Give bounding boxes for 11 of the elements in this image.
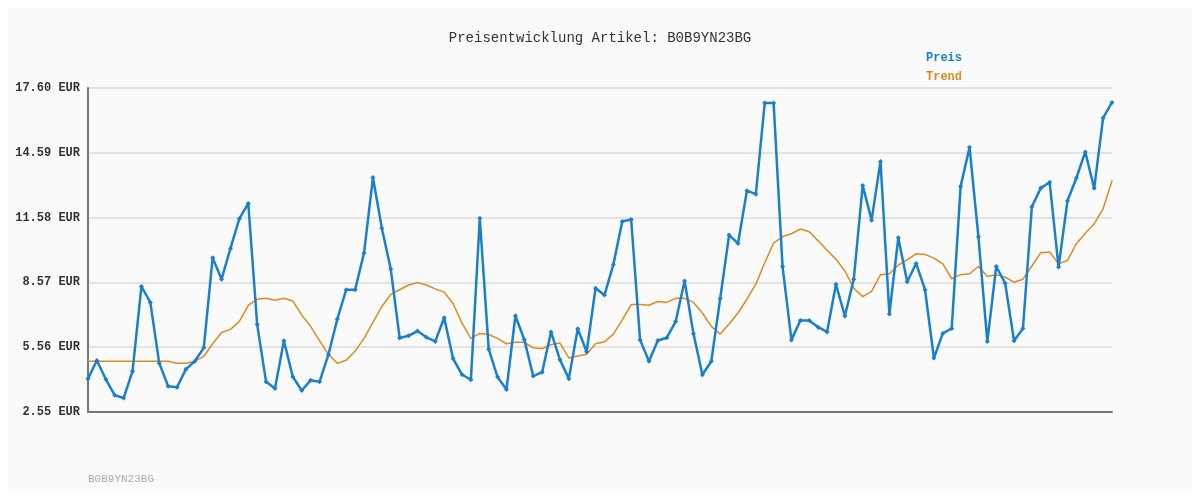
line-series <box>87 180 1113 365</box>
text: Trend <box>925 70 963 84</box>
y-tick-label: 5.56 EUR <box>22 340 81 355</box>
text: Preis <box>925 51 963 65</box>
y-tick-label: 2.55 EUR <box>22 405 81 419</box>
y-tick-label: 14.59 EUR <box>15 145 81 160</box>
y-tick-label: 17.60 EUR <box>15 81 81 95</box>
chart-title: Preisentwicklung Artikel: B0B9YN23BG <box>448 30 752 46</box>
y-tick-label: 8.57 EUR <box>22 275 81 290</box>
text: B0B9YN23BG <box>88 472 155 485</box>
y-tick-label: 11.58 EUR <box>15 210 81 225</box>
